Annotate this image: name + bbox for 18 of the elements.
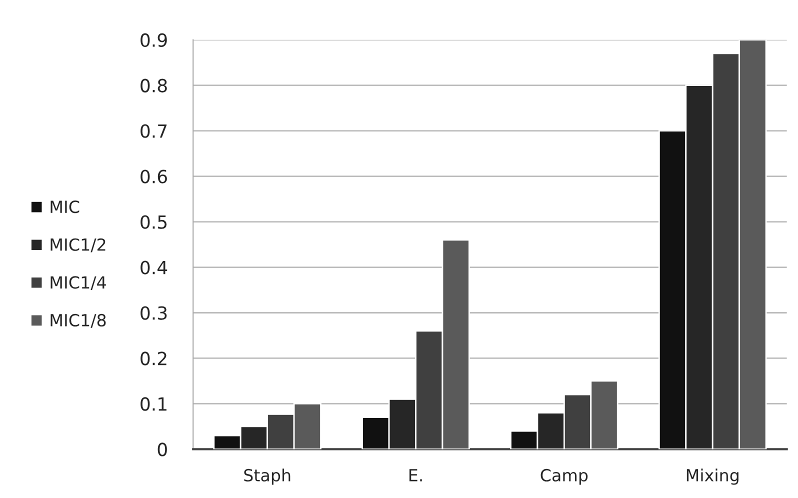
y-tick-label: 0.6 (140, 170, 167, 184)
y-tick-label: 0.4 (140, 260, 168, 274)
legend-label: MIC (50, 200, 80, 214)
y-tick-label: 0.3 (140, 306, 167, 320)
y-tick-label: 0.9 (140, 33, 167, 47)
y-tick-label: 0.2 (140, 352, 166, 366)
y-tick-label: 0 (158, 442, 167, 456)
y-tick-label: 0.1 (140, 397, 166, 411)
legend-label: MIC1/2 (50, 238, 106, 252)
y-tick-label: 0.7 (140, 124, 167, 138)
legend-label: MIC1/8 (50, 314, 106, 328)
x-tick-label: Mixing (686, 468, 738, 485)
y-tick-label: 0.8 (140, 78, 167, 92)
x-tick-label: Camp (540, 468, 588, 485)
x-tick-label: Staph (244, 468, 290, 485)
y-tick-label: 0.5 (140, 215, 167, 229)
legend-label: MIC1/4 (50, 276, 106, 290)
x-tick-label: E. (409, 469, 422, 482)
